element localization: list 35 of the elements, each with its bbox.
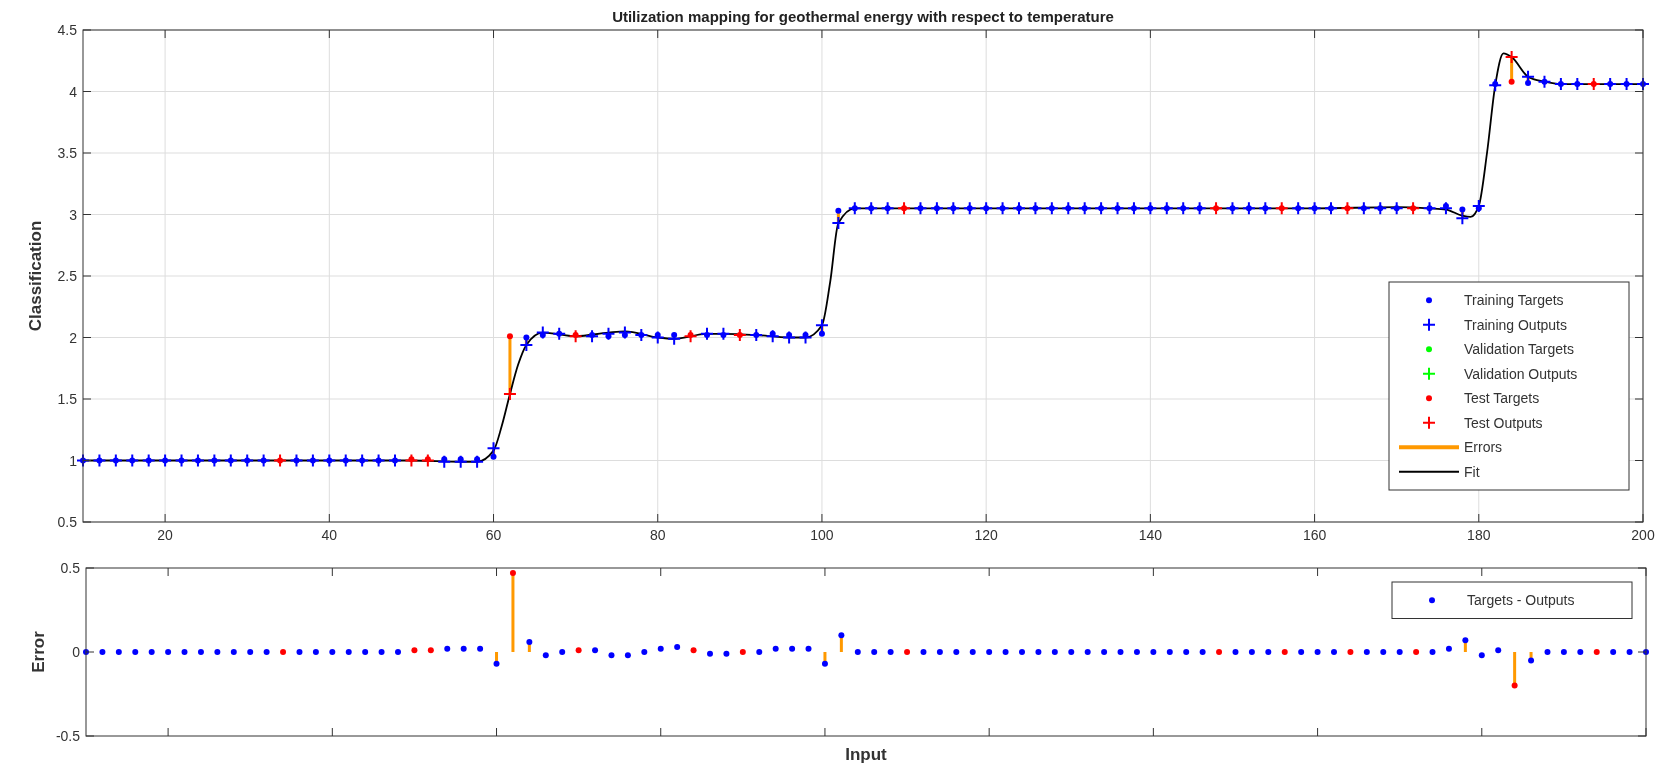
legend-label: Training Outputs bbox=[1464, 316, 1567, 333]
x-tick-label: 40 bbox=[321, 527, 338, 543]
y-tick-label: 2.5 bbox=[57, 268, 78, 284]
legend-label: Validation Outputs bbox=[1464, 365, 1578, 382]
y-tick-label: 1.5 bbox=[57, 391, 78, 407]
x-tick-label: 200 bbox=[1631, 527, 1655, 543]
x-axis-title: Input bbox=[845, 745, 888, 764]
y-tick-label: 0.5 bbox=[60, 560, 81, 576]
y-axis-title: Classification bbox=[26, 220, 45, 332]
legend-label: Targets - Outputs bbox=[1467, 592, 1575, 609]
legend-label: Fit bbox=[1464, 463, 1480, 480]
x-tick-label: 160 bbox=[1302, 527, 1327, 543]
y-tick-label: 0 bbox=[72, 644, 81, 660]
legend-label: Test Targets bbox=[1464, 390, 1540, 407]
x-tick-label: 20 bbox=[157, 527, 174, 543]
y-tick-label: 0.5 bbox=[57, 514, 78, 530]
y-tick-label: 1 bbox=[69, 452, 78, 469]
legend-label: Errors bbox=[1464, 439, 1503, 456]
x-tick-label: 100 bbox=[810, 527, 834, 543]
x-tick-label: 140 bbox=[1138, 527, 1163, 543]
legend-label: Training Targets bbox=[1464, 292, 1564, 309]
y-tick-label: 2 bbox=[69, 329, 78, 346]
legend-label: Validation Targets bbox=[1464, 341, 1574, 358]
y-axis-title: Error bbox=[29, 630, 48, 673]
y-tick-label: -0.5 bbox=[55, 728, 81, 744]
x-tick-label: 60 bbox=[485, 527, 502, 543]
x-tick-label: 120 bbox=[974, 527, 999, 543]
x-tick-label: 80 bbox=[649, 527, 666, 543]
chart-title: Utilization mapping for geothermal energy with respect to temperature bbox=[612, 8, 1114, 25]
y-tick-label: 3 bbox=[69, 206, 78, 223]
y-tick-label: 4 bbox=[69, 83, 78, 100]
y-tick-label: 4.5 bbox=[57, 22, 78, 38]
y-tick-label: 3.5 bbox=[57, 145, 78, 161]
x-tick-label: 180 bbox=[1467, 527, 1491, 543]
legend-label: Test Outputs bbox=[1464, 414, 1543, 431]
